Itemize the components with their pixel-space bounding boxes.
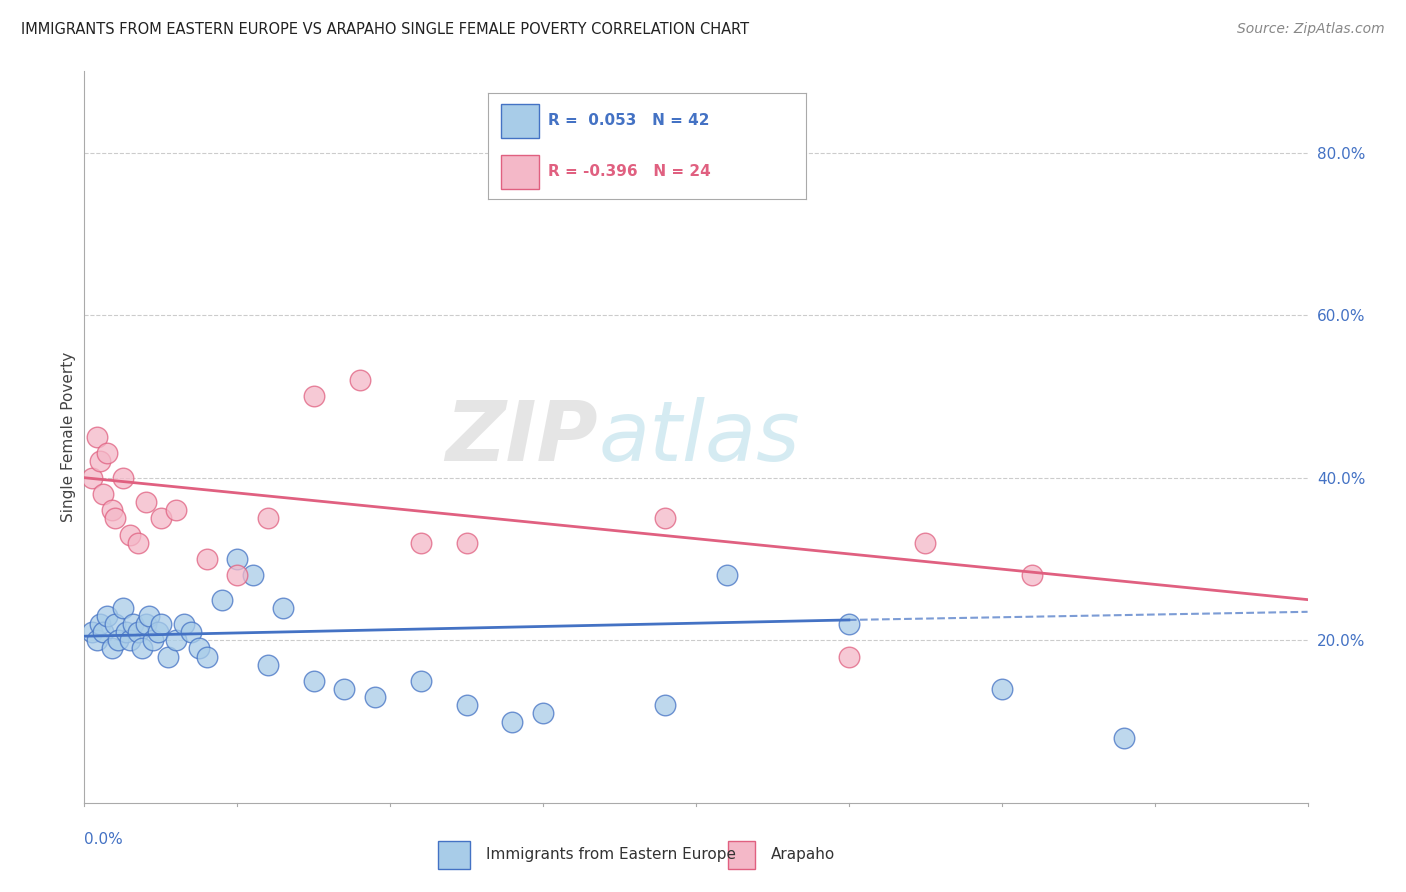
Text: atlas: atlas [598, 397, 800, 477]
Point [135, 617, 157, 632]
Point [104, 511, 127, 525]
Point [127, 625, 149, 640]
Point [838, 649, 860, 664]
Point [120, 633, 142, 648]
Point [257, 511, 280, 525]
Point [1021, 568, 1043, 582]
Point [142, 633, 165, 648]
Text: ZIP: ZIP [446, 397, 598, 477]
Point [456, 698, 478, 713]
Point [107, 633, 129, 648]
Point [120, 527, 142, 541]
Point [101, 503, 124, 517]
Point [149, 617, 172, 632]
Point [80, 471, 103, 485]
Point [195, 649, 218, 664]
Point [502, 714, 524, 729]
Point [302, 673, 325, 688]
Point [333, 681, 356, 696]
Point [838, 617, 860, 632]
Point [456, 535, 478, 549]
Point [409, 673, 432, 688]
Point [138, 608, 160, 623]
Point [195, 552, 218, 566]
Point [131, 641, 153, 656]
Point [257, 657, 280, 672]
Point [173, 617, 195, 632]
Point [111, 600, 134, 615]
Point [114, 625, 136, 640]
Point [226, 568, 249, 582]
Point [91, 487, 114, 501]
Point [80, 625, 103, 640]
Point [101, 641, 124, 656]
Point [122, 617, 145, 632]
Point [188, 641, 211, 656]
Point [146, 625, 169, 640]
Point [654, 511, 676, 525]
Point [271, 600, 294, 615]
Point [991, 681, 1014, 696]
Point [654, 698, 676, 713]
Point [165, 503, 187, 517]
Point [1114, 731, 1136, 745]
Point [242, 568, 264, 582]
Point [226, 552, 249, 566]
Point [104, 617, 127, 632]
Point [96, 608, 118, 623]
Text: 0.0%: 0.0% [84, 832, 124, 847]
Point [96, 446, 118, 460]
Text: IMMIGRANTS FROM EASTERN EUROPE VS ARAPAHO SINGLE FEMALE POVERTY CORRELATION CHAR: IMMIGRANTS FROM EASTERN EUROPE VS ARAPAH… [21, 22, 749, 37]
Point [135, 495, 157, 509]
Point [531, 706, 554, 721]
Point [111, 471, 134, 485]
Point [211, 592, 233, 607]
Point [89, 454, 111, 468]
Point [914, 535, 936, 549]
Point [157, 649, 180, 664]
Point [127, 535, 149, 549]
Point [180, 625, 202, 640]
Point [165, 633, 187, 648]
Point [91, 625, 114, 640]
Point [716, 568, 738, 582]
Point [86, 430, 108, 444]
Point [89, 617, 111, 632]
Point [302, 389, 325, 403]
Point [364, 690, 387, 705]
Point [409, 535, 432, 549]
Y-axis label: Single Female Poverty: Single Female Poverty [60, 352, 76, 522]
Point [149, 511, 172, 525]
Point [86, 633, 108, 648]
Point [349, 373, 371, 387]
Text: Source: ZipAtlas.com: Source: ZipAtlas.com [1237, 22, 1385, 37]
